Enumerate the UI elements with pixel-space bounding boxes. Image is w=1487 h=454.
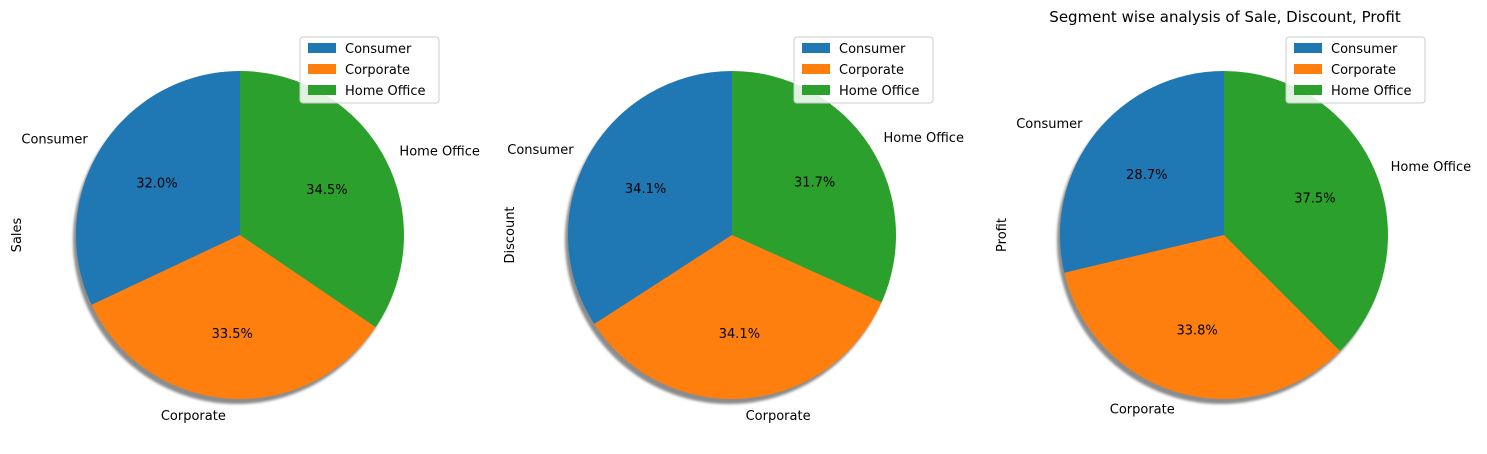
legend-swatch	[1294, 43, 1322, 53]
pie-slice-corporate	[1064, 235, 1340, 399]
pie-category-label: Consumer	[1016, 117, 1083, 132]
pie-slice-corporate	[91, 235, 376, 399]
y-axis-label: Sales	[10, 217, 25, 252]
legend-swatch	[802, 85, 830, 95]
figure-title: Segment wise analysis of Sale, Discount,…	[1049, 8, 1401, 26]
pie-chart-discount: 34.1% 34.1% 31.7% Consumer Corporate Home Off…	[503, 36, 964, 424]
pie-slice-consumer	[1060, 71, 1224, 273]
pie-category-label: Corporate	[746, 409, 811, 424]
legend-swatch	[802, 43, 830, 53]
legend-swatch	[1294, 64, 1322, 74]
legend: Consumer Corporate Home Office	[1285, 36, 1426, 104]
pie-slice-home-office	[240, 71, 404, 328]
legend: Consumer Corporate Home Office	[299, 36, 440, 104]
legend-swatch	[308, 64, 336, 74]
pie-slice-corporate	[594, 235, 882, 399]
pie-slice-home-office	[732, 71, 896, 303]
pie-chart-profit: 28.7% 33.8% 37.5% Consumer Corporate Home Off…	[995, 36, 1471, 418]
legend-swatch	[802, 64, 830, 74]
pie-chart-sales: 32.0% 33.5% 34.5% Consumer Corporate Home Off…	[10, 36, 480, 424]
pie-category-label: Corporate	[1110, 403, 1175, 418]
pie-category-label: Home Office	[399, 145, 479, 160]
pie-category-label: Home Office	[1391, 160, 1471, 175]
pie-category-label: Corporate	[161, 409, 226, 424]
legend: Consumer Corporate Home Office	[793, 36, 934, 104]
legend-swatch	[308, 85, 336, 95]
pie-category-label: Home Office	[883, 131, 963, 146]
legend-entry: Home Office	[1331, 84, 1411, 99]
pie-category-label: Consumer	[21, 132, 88, 147]
legend-entry: Consumer	[839, 42, 906, 57]
legend-entry: Consumer	[345, 42, 412, 57]
legend-swatch	[308, 43, 336, 53]
pie-percent-label: 31.7%	[794, 176, 835, 191]
pie-percent-label: 32.0%	[136, 176, 177, 191]
pie-percent-label: 33.5%	[212, 327, 253, 342]
legend-entry: Corporate	[839, 63, 904, 78]
y-axis-label: Profit	[995, 218, 1010, 252]
pie-percent-label: 33.8%	[1176, 324, 1217, 339]
legend-entry: Home Office	[345, 84, 425, 99]
pie-percent-label: 34.1%	[625, 182, 666, 197]
legend-entry: Corporate	[1331, 63, 1396, 78]
legend-swatch	[1294, 85, 1322, 95]
pie-percent-label: 34.5%	[306, 183, 347, 198]
pie-percent-label: 28.7%	[1126, 168, 1167, 183]
y-axis-label: Discount	[503, 206, 518, 263]
pie-slice-home-office	[1224, 71, 1388, 351]
legend-entry: Corporate	[345, 63, 410, 78]
pie-slice-consumer	[568, 71, 732, 325]
legend-entry: Consumer	[1331, 42, 1398, 57]
legend-entry: Home Office	[839, 84, 919, 99]
pie-slice-consumer	[75, 71, 240, 305]
pie-percent-label: 37.5%	[1294, 191, 1335, 206]
pie-category-label: Consumer	[507, 143, 574, 158]
pie-percent-label: 34.1%	[719, 327, 760, 342]
